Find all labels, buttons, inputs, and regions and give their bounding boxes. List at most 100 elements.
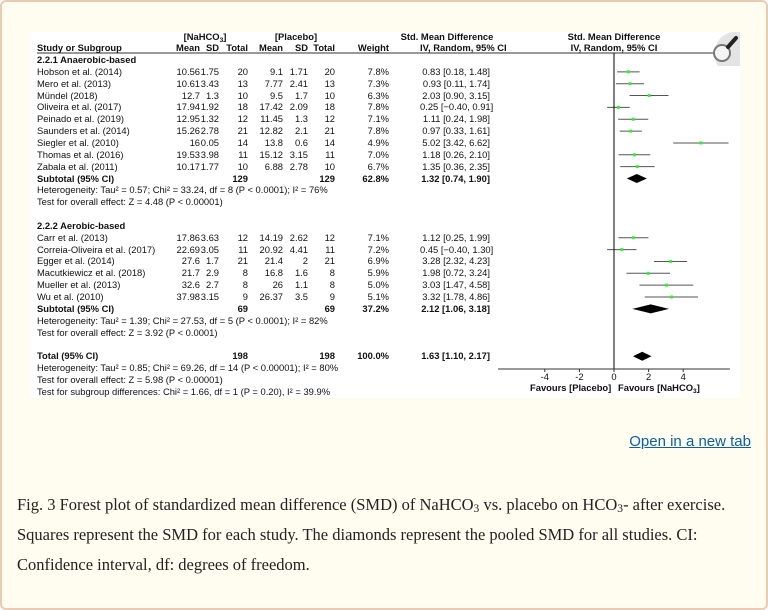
cell-mean2: 12.82 (259, 125, 283, 137)
smd-header: Std. Mean Difference (400, 31, 494, 42)
cell-mean2: 13.8 (264, 136, 283, 148)
study-name: Macutkiewicz et al. (2018) (37, 267, 146, 279)
cell-weight: 7.8% (367, 125, 389, 137)
cell-sd2: 1.6 (294, 267, 308, 279)
cell-ci_text: 0.25 [−0.40, 0.91] (420, 101, 494, 113)
cell-mean2: 14.19 (259, 231, 283, 243)
cell-weight: 100.0% (357, 350, 389, 362)
study-square (646, 271, 650, 275)
cell-ci_text: 1.32 [0.74, 1.90] (421, 172, 490, 184)
study-name: Egger et al. (2014) (37, 255, 115, 267)
cell-mean1: 10.56 (176, 65, 200, 77)
cell-mean1: 19.53 (176, 148, 200, 160)
cell-weight: 5.9% (367, 267, 389, 279)
overall-effect-text: Test for overall effect: Z = 3.92 (P < 0… (37, 326, 218, 338)
subtotal-label: Subtotal (95% CI) (37, 172, 115, 184)
cell-sd2: 1.71 (289, 65, 308, 77)
cell-n2: 21 (324, 125, 335, 137)
cell-mean1: 10.61 (176, 77, 200, 89)
cell-mean1: 16 (189, 136, 200, 148)
study-name: Saunders et al. (2014) (37, 125, 130, 137)
cell-n1: 18 (237, 101, 248, 113)
cell-sd2: 1.7 (294, 89, 308, 101)
cell-n1: 21 (237, 255, 248, 267)
cell-sd2: 4.41 (289, 243, 308, 255)
cell-sd1: 2.78 (200, 125, 219, 137)
cell-mean1: 21.7 (181, 267, 200, 279)
study-square (664, 283, 668, 287)
study-square (620, 248, 624, 252)
cell-ci_text: 5.02 [3.42, 6.62] (422, 136, 490, 148)
overall-effect-text: Test for overall effect: Z = 4.48 (P < 0… (37, 196, 223, 208)
cell-weight: 7.0% (367, 148, 389, 160)
nahco3-group-header: [NaHCO3] (125, 31, 285, 44)
cell-n1: 198 (232, 350, 248, 362)
label-part: 3 (693, 388, 697, 395)
study-square (628, 82, 632, 86)
cell-n1: 13 (237, 77, 248, 89)
cell-mean1: 37.98 (176, 291, 200, 302)
cell-n2: 11 (325, 243, 335, 255)
cell-sd1: 1.3 (205, 89, 219, 101)
cell-sd1: 3.15 (200, 291, 219, 302)
study-square (635, 165, 639, 169)
cell-mean1: 12.95 (176, 113, 200, 125)
cell-sd2: 1.1 (294, 279, 308, 291)
magnifier-icon[interactable] (704, 31, 740, 66)
col-study: Study or Subgroup (37, 42, 122, 53)
pooled-diamond (633, 351, 652, 361)
column-header: Mean (176, 42, 200, 53)
cell-mean1: 17.86 (176, 231, 200, 243)
cell-mean1: 17.94 (176, 101, 200, 113)
x-tick-label: 0 (611, 371, 617, 382)
cell-n2: 10 (324, 160, 335, 172)
cell-n2: 198 (319, 350, 335, 362)
study-square (647, 94, 651, 98)
cell-weight: 7.1% (367, 113, 389, 125)
cell-sd2: 2.09 (289, 101, 308, 113)
label-part: 3 (219, 37, 224, 44)
cell-ci_text: 3.28 [2.32, 4.23] (422, 255, 490, 267)
cell-weight: 7.1% (367, 231, 389, 243)
column-header: Total (313, 42, 335, 53)
plot-subheader: IV, Random, 95% CI (570, 42, 658, 53)
forest-plot-svg (37, 52, 740, 372)
column-header: SD (294, 42, 308, 53)
study-square (629, 129, 633, 133)
cell-mean2: 20.92 (259, 243, 283, 255)
cell-n2: 10 (324, 89, 335, 101)
cell-ci_text: 0.83 [0.18, 1.48] (422, 65, 490, 77)
cell-sd2: 2.78 (289, 160, 308, 172)
cell-sd2: 2 (302, 255, 308, 267)
cell-n2: 20 (324, 65, 335, 77)
cell-n2: 69 (324, 302, 335, 314)
cell-n1: 129 (232, 172, 248, 184)
cell-mean2: 6.88 (264, 160, 283, 172)
cell-n2: 8 (329, 279, 335, 291)
subgroup-title: 2.2.2 Aerobic-based (37, 219, 126, 231)
heterogeneity-text: Heterogeneity: Tau² = 1.39; Chi² = 27.53… (37, 314, 328, 326)
cell-ci_text: 1.63 [1.10, 2.17] (421, 350, 490, 362)
cell-sd2: 2.41 (289, 77, 308, 89)
cell-ci_text: 3.32 [1.78, 4.86] (422, 291, 490, 302)
cell-sd2: 3.5 (294, 291, 308, 302)
cell-mean2: 26 (272, 279, 283, 291)
cell-weight: 5.0% (367, 279, 389, 291)
study-name: Peinado et al. (2019) (37, 113, 125, 125)
cell-weight: 7.3% (367, 77, 389, 89)
cell-sd1: 3.43 (200, 77, 219, 89)
caption-subscript: 3 (617, 503, 624, 515)
cell-sd1: 2.9 (205, 267, 219, 279)
cell-ci_text: 1.18 [0.26, 2.10] (422, 148, 490, 160)
cell-sd1: 1.75 (200, 65, 219, 77)
study-square (699, 141, 703, 145)
study-square (631, 117, 635, 121)
column-header: SD (205, 42, 219, 53)
cell-n2: 12 (324, 113, 335, 125)
cell-sd2: 2.1 (294, 125, 308, 137)
cell-sd1: 2.7 (205, 279, 219, 291)
cell-weight: 62.8% (362, 172, 389, 184)
open-in-new-tab-link[interactable]: Open in a new tab (629, 433, 751, 450)
column-header: IV, Random, 95% CI (420, 42, 507, 53)
cell-weight: 6.9% (367, 255, 389, 267)
